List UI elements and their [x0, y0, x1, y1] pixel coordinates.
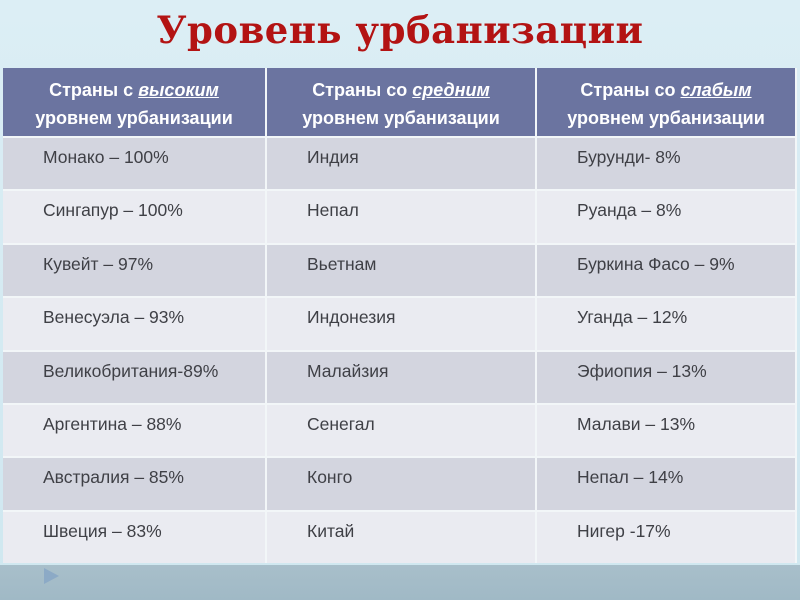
- header-emphasis: высоким: [138, 80, 219, 100]
- column-header-high-urbanization: Страны с высоким уровнем урбанизации: [3, 68, 265, 136]
- table-cell: Нигер -17%: [537, 511, 795, 563]
- header-prefix: Страны с: [49, 80, 139, 100]
- table-cell: Малави – 13%: [537, 404, 795, 457]
- header-prefix: Страны со: [580, 80, 681, 100]
- table-cell: Аргентина – 88%: [3, 404, 265, 457]
- table-cell: Кувейт – 97%: [3, 244, 265, 297]
- table-cell: Буркина Фасо – 9%: [537, 244, 795, 297]
- header-prefix: Страны со: [312, 80, 413, 100]
- table-cell: Монако – 100%: [3, 138, 265, 190]
- table-cell: Бурунди- 8%: [537, 138, 795, 190]
- table-cell: Великобритания-89%: [3, 351, 265, 403]
- table-cell: Руанда – 8%: [537, 191, 795, 243]
- table-cell: Венесуэла – 93%: [3, 298, 265, 350]
- table-cell: Конго: [267, 458, 535, 510]
- column-header-medium-urbanization: Страны со средним уровнем урбанизации: [267, 68, 535, 136]
- table-cell: Австралия – 85%: [3, 458, 265, 510]
- table-cell: Индия: [267, 138, 535, 190]
- header-emphasis: слабым: [680, 80, 752, 100]
- table-cell: Уганда – 12%: [537, 298, 795, 350]
- header-emphasis: средним: [412, 80, 490, 100]
- table-cell: Китай: [267, 511, 535, 563]
- table-cell: Малайзия: [267, 351, 535, 403]
- table-cell: Вьетнам: [267, 244, 535, 297]
- column-header-weak-urbanization: Страны со слабым уровнем урбанизации: [537, 68, 795, 136]
- table-cell: Сенегал: [267, 404, 535, 457]
- header-line2: уровнем урбанизации: [35, 107, 233, 128]
- header-line2: уровнем урбанизации: [302, 107, 500, 128]
- play-arrow-icon: [44, 568, 59, 584]
- slide-title: Уровень урбанизации: [156, 8, 644, 52]
- table-cell: Швеция – 83%: [3, 511, 265, 563]
- table-cell: Непал – 14%: [537, 458, 795, 510]
- urbanization-table: Страны с высоким уровнем урбанизации Стр…: [3, 68, 797, 563]
- table-cell: Индонезия: [267, 298, 535, 350]
- table-cell: Непал: [267, 191, 535, 243]
- table-cell: Эфиопия – 13%: [537, 351, 795, 403]
- bottom-band: [0, 565, 800, 600]
- header-line2: уровнем урбанизации: [567, 107, 765, 128]
- table-cell: Сингапур – 100%: [3, 191, 265, 243]
